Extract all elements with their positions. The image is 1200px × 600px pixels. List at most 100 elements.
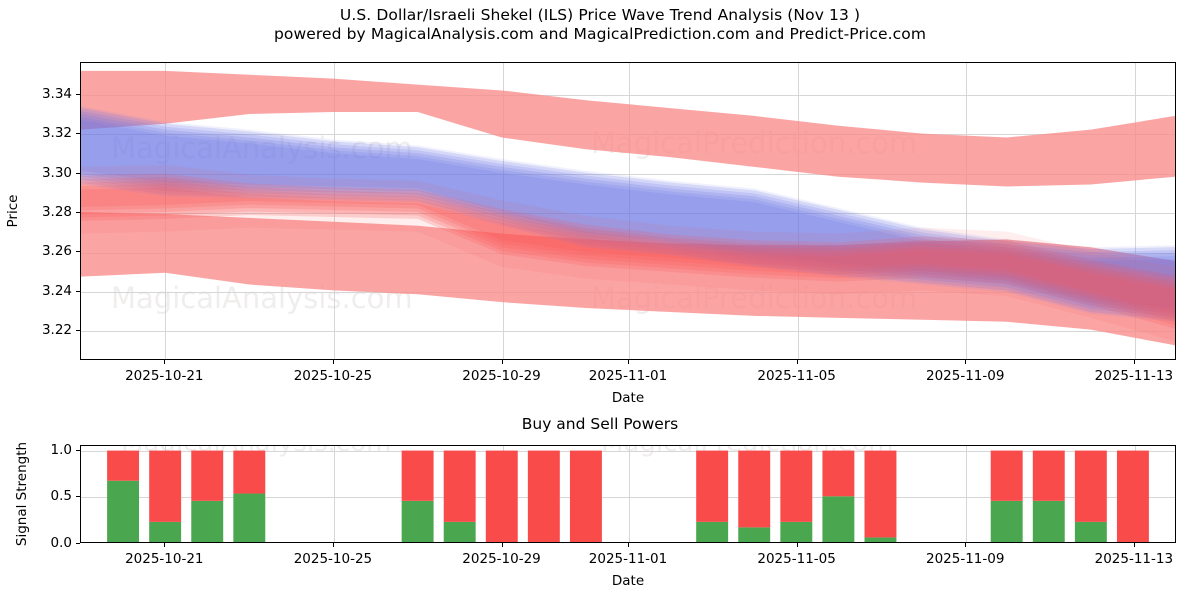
price-xtick-label-3: 2025-11-01: [588, 368, 668, 384]
sell-power-bar: [485, 450, 518, 542]
price-ytick-label-4: 3.30: [41, 164, 72, 181]
buy-power-bar: [443, 521, 476, 542]
price-ytick-mark-0: [76, 330, 80, 332]
signal-ytick-label-1: 0.5: [50, 488, 72, 505]
buy-power-bar: [233, 493, 266, 542]
price-wave-chart-plot-area: MagicalAnalysis.com MagicalPrediction.co…: [80, 62, 1176, 360]
band-blue-wave-4: [81, 119, 1175, 320]
signal-xtick-mark-6: [1133, 543, 1135, 547]
buy-power-bar: [990, 500, 1023, 542]
band-red-wave-2: [81, 180, 1175, 322]
signal-ytick-label-0: 0.0: [50, 535, 72, 551]
sell-power-bar: [1074, 450, 1107, 522]
signal-xtick-mark-3: [628, 543, 629, 547]
price-xtick-mark-2: [501, 360, 503, 364]
price-xtick-mark-0: [164, 360, 166, 364]
signal-xtick-label-4: 2025-11-05: [757, 551, 836, 567]
signal-gridline-h-2: [81, 450, 1175, 452]
signal-chart-y-axis-label: Signal Strength: [14, 441, 30, 547]
price-gridline-v-1: [333, 63, 335, 359]
price-gridline-h-3: [81, 213, 1175, 214]
buy-power-bar: [107, 480, 140, 542]
page-title: U.S. Dollar/Israeli Shekel (ILS) Price W…: [339, 6, 861, 24]
signal-ytick-mark-2: [76, 449, 80, 451]
signal-xtick-mark-5: [965, 543, 967, 547]
price-ytick-mark-4: [76, 172, 80, 174]
price-xtick-label-4: 2025-11-05: [757, 368, 836, 384]
price-xtick-label-0: 2025-10-21: [125, 368, 204, 384]
price-xtick-mark-6: [1133, 360, 1135, 364]
band-red-halo: [81, 164, 1175, 342]
price-gridline-v-0: [165, 63, 167, 359]
sell-power-bar: [1032, 450, 1065, 501]
buy-power-bar: [1074, 521, 1107, 542]
buy-power-bar: [696, 521, 729, 542]
price-gridline-v-4: [797, 63, 799, 359]
buy-power-bar: [401, 500, 434, 542]
chart-title-block: U.S. Dollar/Israeli Shekel (ILS) Price W…: [0, 6, 1200, 44]
sell-power-bar: [107, 450, 140, 481]
sell-power-bar: [822, 450, 855, 497]
price-xtick-label-5: 2025-11-09: [925, 368, 1005, 384]
price-gridline-h-6: [81, 94, 1175, 96]
band-blue-halo: [81, 106, 1175, 322]
price-ytick-label-6: 3.34: [41, 85, 72, 102]
price-chart-y-axis-label: Price: [5, 194, 21, 228]
sell-power-bar: [738, 450, 771, 528]
signal-xtick-label-1: 2025-10-25: [293, 551, 373, 567]
signal-xtick-label-3: 2025-11-01: [588, 551, 668, 567]
price-xtick-label-6: 2025-11-13: [1094, 368, 1174, 384]
price-ytick-mark-6: [76, 93, 80, 95]
price-wave-bands: [81, 70, 1175, 346]
price-xtick-label-1: 2025-10-25: [293, 368, 373, 384]
price-gridline-h-0: [81, 331, 1175, 333]
sell-power-bar: [443, 450, 476, 522]
band-outer-lower: [81, 211, 1175, 346]
buy-power-bar: [864, 537, 897, 542]
signal-strength-bars: [107, 450, 1149, 542]
price-xtick-mark-3: [628, 360, 629, 364]
price-gridline-h-4: [81, 173, 1175, 175]
band-red-wave-0: [81, 173, 1175, 315]
signal-xtick-label-0: 2025-10-21: [125, 551, 204, 567]
price-xtick-mark-1: [332, 360, 334, 364]
price-ytick-label-3: 3.28: [41, 203, 72, 220]
signal-xtick-label-2: 2025-10-29: [462, 551, 541, 567]
band-blue-wave-1: [81, 110, 1175, 311]
sell-power-bar: [696, 450, 729, 522]
buy-power-bar: [738, 527, 771, 542]
price-ytick-label-0: 3.22: [41, 322, 72, 339]
price-chart-x-axis-label: Date: [611, 390, 645, 406]
price-ytick-label-2: 3.26: [41, 243, 72, 260]
sell-power-bar: [401, 450, 434, 501]
signal-gridline-h-1: [81, 497, 1175, 499]
price-ytick-mark-2: [76, 251, 80, 253]
price-xtick-mark-5: [965, 360, 967, 364]
price-gridline-v-3: [629, 63, 630, 359]
signal-ytick-mark-0: [76, 543, 80, 544]
signal-xtick-mark-4: [796, 543, 798, 547]
band-blue-wave-0: [81, 108, 1175, 308]
signal-ytick-mark-1: [76, 496, 80, 498]
buy-power-bar: [780, 521, 813, 542]
signal-chart-x-axis-label: Date: [611, 573, 645, 589]
band-outer-upper: [81, 70, 1175, 187]
price-gridline-v-6: [1134, 63, 1136, 359]
signal-gridline-v-1: [333, 446, 335, 542]
price-ytick-label-5: 3.32: [41, 125, 72, 142]
price-gridline-v-5: [966, 63, 968, 359]
price-ytick-mark-1: [76, 290, 80, 292]
signal-xtick-mark-2: [501, 543, 503, 547]
price-gridline-v-2: [502, 63, 504, 359]
buy-power-bar: [1032, 500, 1065, 542]
signal-chart-title: Buy and Sell Powers: [521, 415, 679, 433]
band-red-wave-4: [81, 187, 1175, 329]
sell-power-bar: [990, 450, 1023, 501]
buy-sell-powers-plot-area: MagicalAnalysis.com MagicalPrediction.co…: [80, 445, 1176, 543]
band-blue-wave-3: [81, 116, 1175, 317]
price-ytick-label-1: 3.24: [41, 282, 72, 299]
signal-xtick-mark-1: [332, 543, 334, 547]
signal-xtick-label-5: 2025-11-09: [925, 551, 1005, 567]
sell-power-bar: [864, 450, 897, 538]
buy-power-bar: [822, 496, 855, 542]
